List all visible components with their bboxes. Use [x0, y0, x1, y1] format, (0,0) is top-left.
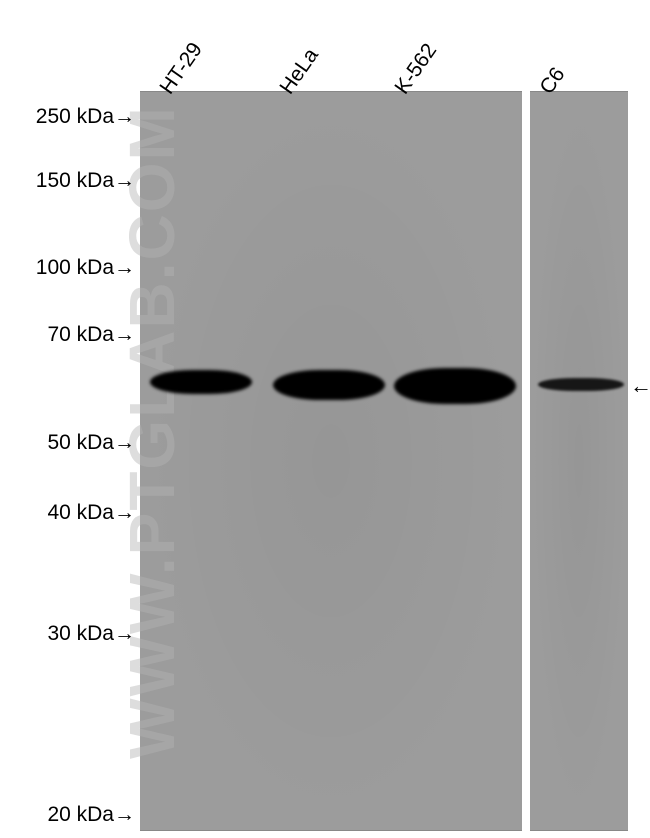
mw-value: 40 kDa	[47, 501, 114, 524]
mw-value: 100 kDa	[36, 256, 114, 279]
arrow-right-icon: →	[114, 501, 135, 524]
arrow-right-icon: →	[114, 803, 135, 826]
arrow-right-icon: →	[114, 622, 135, 645]
mw-marker: 150 kDa→	[36, 169, 135, 193]
mw-marker: 250 kDa→	[36, 105, 135, 129]
mw-marker: 30 kDa→	[47, 622, 135, 646]
lane-label: HT-29	[155, 38, 207, 99]
mw-value: 150 kDa	[36, 169, 114, 192]
arrow-right-icon: →	[114, 105, 135, 128]
blot-band	[538, 378, 624, 391]
blot-band	[394, 368, 516, 404]
mw-marker: 20 kDa→	[47, 803, 135, 827]
mw-marker: 40 kDa→	[47, 501, 135, 525]
membrane-shading	[140, 91, 522, 831]
blot-band	[273, 370, 385, 400]
arrow-right-icon: →	[114, 169, 135, 192]
membrane-shading	[530, 91, 628, 831]
mw-value: 50 kDa	[47, 431, 114, 454]
arrow-right-icon: →	[114, 256, 135, 279]
mw-value: 20 kDa	[47, 803, 114, 826]
mw-marker: 100 kDa→	[36, 256, 135, 280]
mw-marker: 70 kDa→	[47, 323, 135, 347]
arrow-right-icon: →	[114, 323, 135, 346]
blot-band	[150, 370, 252, 394]
mw-value: 250 kDa	[36, 105, 114, 128]
mw-marker: 50 kDa→	[47, 431, 135, 455]
arrow-left-icon: ←	[630, 373, 650, 399]
mw-value: 70 kDa	[47, 323, 114, 346]
arrow-right-icon: →	[114, 431, 135, 454]
mw-value: 30 kDa	[47, 622, 114, 645]
western-blot-figure: WWW.PTGLAB.COM HT-29 HeLa K-562 C6 250 k…	[0, 0, 650, 838]
